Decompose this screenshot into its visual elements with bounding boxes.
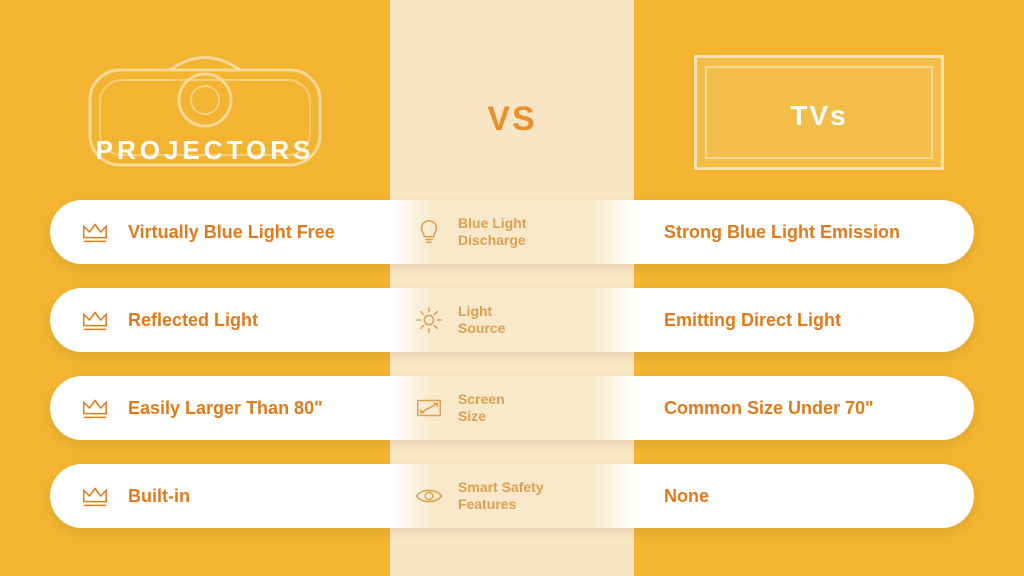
projectors-heading: PROJECTORS xyxy=(80,135,330,166)
crown-icon xyxy=(80,393,110,423)
mid-cell: Smart SafetyFeatures xyxy=(390,479,634,514)
crown-icon xyxy=(80,217,110,247)
tvs-heading: TVs xyxy=(694,100,944,132)
comparison-row: Reflected Light LightSource Emitting Dir… xyxy=(50,288,974,352)
mid-label: ScreenSize xyxy=(458,391,505,426)
mid-cell: LightSource xyxy=(390,303,634,338)
left-cell: Easily Larger Than 80" xyxy=(50,393,390,423)
screen-size-icon xyxy=(414,393,444,423)
comparison-rows: Virtually Blue Light Free Blue LightDisc… xyxy=(50,200,974,552)
infographic-canvas: PROJECTORS VS TVs Virtually Blue Light F… xyxy=(0,0,1024,576)
left-cell: Built-in xyxy=(50,481,390,511)
left-text: Virtually Blue Light Free xyxy=(128,222,335,243)
right-text: Common Size Under 70" xyxy=(664,398,874,418)
left-cell: Reflected Light xyxy=(50,305,390,335)
left-cell: Virtually Blue Light Free xyxy=(50,217,390,247)
comparison-row: Built-in Smart SafetyFeatures None xyxy=(50,464,974,528)
left-text: Easily Larger Than 80" xyxy=(128,398,323,419)
eye-icon xyxy=(414,481,444,511)
comparison-row: Virtually Blue Light Free Blue LightDisc… xyxy=(50,200,974,264)
mid-label: LightSource xyxy=(458,303,505,338)
right-text: Emitting Direct Light xyxy=(664,310,841,330)
crown-icon xyxy=(80,305,110,335)
crown-icon xyxy=(80,481,110,511)
header: PROJECTORS VS TVs xyxy=(0,30,1024,180)
mid-label: Blue LightDischarge xyxy=(458,215,526,250)
right-cell: Strong Blue Light Emission xyxy=(634,222,974,243)
right-cell: Common Size Under 70" xyxy=(634,398,974,419)
mid-cell: Blue LightDischarge xyxy=(390,215,634,250)
right-text: Strong Blue Light Emission xyxy=(664,222,900,242)
mid-label: Smart SafetyFeatures xyxy=(458,479,544,514)
mid-cell: ScreenSize xyxy=(390,391,634,426)
left-text: Built-in xyxy=(128,486,190,507)
bulb-icon xyxy=(414,217,444,247)
sun-icon xyxy=(414,305,444,335)
left-text: Reflected Light xyxy=(128,310,258,331)
right-text: None xyxy=(664,486,709,506)
comparison-row: Easily Larger Than 80" ScreenSize Common… xyxy=(50,376,974,440)
vs-heading: VS xyxy=(390,100,634,139)
right-cell: None xyxy=(634,486,974,507)
right-cell: Emitting Direct Light xyxy=(634,310,974,331)
